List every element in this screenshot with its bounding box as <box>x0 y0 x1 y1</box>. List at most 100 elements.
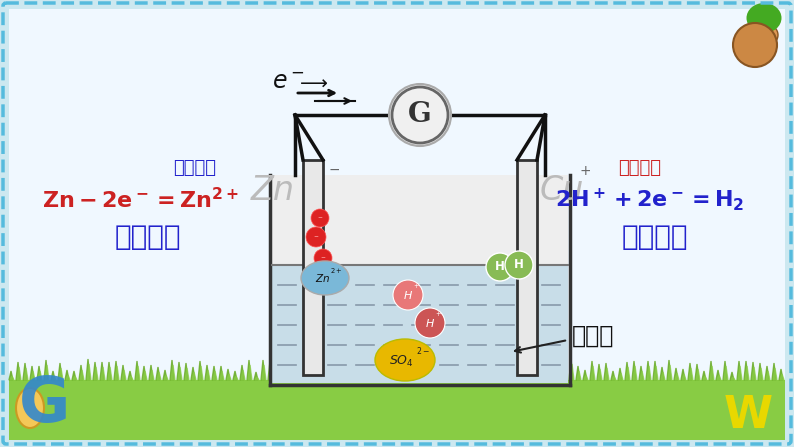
Polygon shape <box>318 377 322 380</box>
Polygon shape <box>332 371 336 380</box>
Polygon shape <box>416 367 420 380</box>
Polygon shape <box>17 367 21 380</box>
Polygon shape <box>297 367 301 380</box>
Text: $e^-$: $e^-$ <box>272 70 305 94</box>
Polygon shape <box>423 368 427 380</box>
Polygon shape <box>682 374 686 380</box>
Polygon shape <box>527 363 531 380</box>
Polygon shape <box>402 370 406 380</box>
Polygon shape <box>367 375 371 380</box>
Polygon shape <box>738 366 742 380</box>
Polygon shape <box>80 370 84 380</box>
Bar <box>9 380 785 440</box>
Polygon shape <box>66 375 70 380</box>
Polygon shape <box>213 371 217 380</box>
Polygon shape <box>514 371 518 380</box>
Polygon shape <box>282 364 286 380</box>
Polygon shape <box>23 363 27 380</box>
Polygon shape <box>534 366 538 380</box>
Polygon shape <box>310 368 314 380</box>
Polygon shape <box>408 370 412 380</box>
Circle shape <box>486 253 514 281</box>
Polygon shape <box>122 370 126 380</box>
Polygon shape <box>352 362 356 380</box>
Polygon shape <box>394 372 398 380</box>
Ellipse shape <box>746 3 781 33</box>
Bar <box>760 15 768 55</box>
Polygon shape <box>108 367 112 380</box>
Circle shape <box>392 87 448 143</box>
Polygon shape <box>296 362 300 380</box>
Text: $^+$: $^+$ <box>434 311 442 321</box>
Polygon shape <box>598 369 602 380</box>
Polygon shape <box>430 365 434 380</box>
Polygon shape <box>129 376 133 380</box>
Polygon shape <box>247 360 251 380</box>
Polygon shape <box>150 370 154 380</box>
Ellipse shape <box>16 388 44 428</box>
Polygon shape <box>185 368 189 380</box>
Polygon shape <box>576 366 580 380</box>
Polygon shape <box>675 373 679 380</box>
Polygon shape <box>668 365 672 380</box>
Polygon shape <box>653 361 657 380</box>
Text: $^-$: $^-$ <box>326 165 341 185</box>
Polygon shape <box>660 367 664 380</box>
Polygon shape <box>681 369 685 380</box>
Polygon shape <box>485 371 489 380</box>
Polygon shape <box>59 368 63 380</box>
Polygon shape <box>429 360 433 380</box>
Polygon shape <box>338 360 342 380</box>
Text: $^+$: $^+$ <box>412 283 420 293</box>
Polygon shape <box>359 362 363 380</box>
Polygon shape <box>730 372 734 380</box>
Polygon shape <box>353 367 357 380</box>
Text: G: G <box>408 101 432 128</box>
Polygon shape <box>709 361 713 380</box>
Polygon shape <box>751 362 755 380</box>
Polygon shape <box>716 370 720 380</box>
Polygon shape <box>640 371 644 380</box>
Polygon shape <box>79 365 83 380</box>
Polygon shape <box>366 370 370 380</box>
Polygon shape <box>374 372 378 380</box>
Polygon shape <box>577 371 581 380</box>
Text: $H$: $H$ <box>425 317 435 329</box>
Polygon shape <box>184 363 188 380</box>
Polygon shape <box>121 365 125 380</box>
Polygon shape <box>605 368 609 380</box>
Polygon shape <box>583 370 587 380</box>
Polygon shape <box>290 375 294 380</box>
Polygon shape <box>339 365 343 380</box>
Text: 还原反应: 还原反应 <box>622 223 688 251</box>
Polygon shape <box>506 370 510 380</box>
Polygon shape <box>591 366 595 380</box>
Polygon shape <box>472 365 476 380</box>
Polygon shape <box>549 374 553 380</box>
Polygon shape <box>289 370 293 380</box>
Polygon shape <box>744 361 748 380</box>
Polygon shape <box>261 360 265 380</box>
Polygon shape <box>647 366 651 380</box>
Polygon shape <box>276 374 280 380</box>
Polygon shape <box>702 371 706 380</box>
Polygon shape <box>458 372 462 380</box>
Polygon shape <box>380 366 384 380</box>
Polygon shape <box>373 367 377 380</box>
Polygon shape <box>632 361 636 380</box>
Text: H: H <box>514 258 524 271</box>
Polygon shape <box>619 373 623 380</box>
Ellipse shape <box>301 261 349 295</box>
Circle shape <box>306 227 326 247</box>
Polygon shape <box>283 369 287 380</box>
Polygon shape <box>72 371 76 380</box>
Text: $\mathbf{2H^++2e^-=H_2}$: $\mathbf{2H^++2e^-=H_2}$ <box>555 186 745 214</box>
Polygon shape <box>303 363 307 380</box>
Polygon shape <box>304 368 308 380</box>
Polygon shape <box>401 365 405 380</box>
Polygon shape <box>765 366 769 380</box>
Polygon shape <box>136 366 140 380</box>
Text: （正极）: （正极） <box>619 159 661 177</box>
Polygon shape <box>107 362 111 380</box>
Polygon shape <box>177 362 181 380</box>
